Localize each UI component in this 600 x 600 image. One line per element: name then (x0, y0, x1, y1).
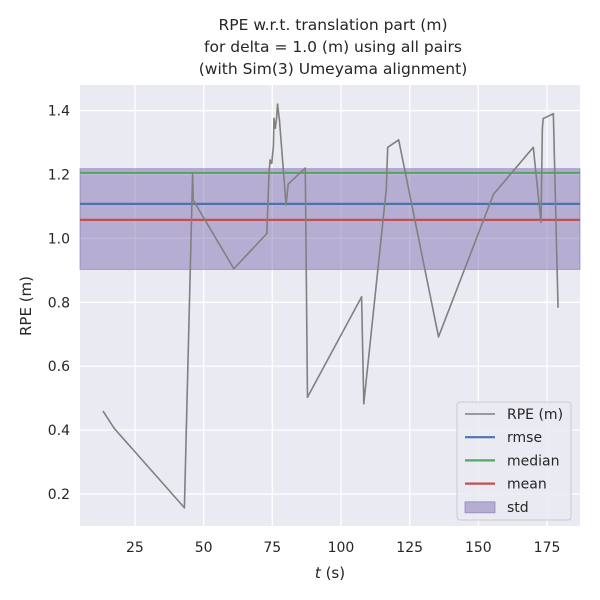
data-point (278, 119, 281, 121)
x-tick-label: 50 (195, 540, 213, 556)
legend-label: std (507, 500, 529, 516)
data-point (269, 159, 271, 161)
statistic-lines (80, 171, 580, 221)
data-point (192, 199, 194, 201)
data-point (397, 139, 400, 141)
data-point (360, 296, 363, 298)
x-tick-label: 125 (396, 540, 423, 556)
data-point (532, 146, 535, 149)
x-tick-label: 75 (263, 540, 281, 556)
y-tick-label: 0.8 (48, 295, 70, 311)
data-point (102, 410, 105, 413)
legend-frame (456, 401, 572, 521)
data-point (540, 221, 542, 224)
legend-label: mean (507, 477, 547, 493)
data-point (304, 167, 307, 169)
data-point (541, 127, 544, 129)
chart-title-line-1: RPE w.r.t. translation part (m) (218, 16, 447, 34)
data-point (272, 144, 275, 147)
data-point (266, 232, 268, 235)
y-tick-label: 0.4 (48, 423, 70, 439)
data-point (233, 267, 235, 270)
x-tick-label: 25 (126, 540, 144, 556)
data-point (276, 103, 279, 105)
data-point (268, 172, 270, 174)
data-point (270, 162, 273, 165)
data-point (557, 306, 559, 308)
x-tick-label: 175 (534, 540, 561, 556)
data-point (552, 112, 555, 115)
x-axis-label: t (s) (315, 564, 345, 582)
data-point (362, 402, 365, 405)
data-point (385, 188, 388, 190)
data-point (273, 117, 275, 120)
data-point (386, 146, 389, 149)
legend-label: median (507, 453, 559, 469)
data-point (183, 506, 186, 509)
data-point (492, 193, 495, 196)
y-tick-label: 1.0 (48, 231, 70, 247)
data-point (437, 336, 440, 338)
data-point (113, 427, 116, 430)
y-tick-label: 0.6 (48, 359, 70, 375)
data-point (275, 116, 278, 118)
y-tick-label: 1.4 (48, 104, 70, 120)
data-point (191, 172, 194, 174)
data-point (285, 204, 287, 206)
legend-swatch (464, 501, 496, 514)
data-point (274, 127, 277, 129)
y-axis-label: RPE (m) (17, 276, 35, 336)
chart-title-line-2: for delta = 1.0 (m) using all pairs (204, 38, 462, 56)
chart-title-line-3: (with Sim(3) Umeyama alignment) (199, 60, 468, 78)
y-tick-labels: 0.2 0.4 0.6 0.8 1.0 1.2 1.4 (48, 104, 70, 503)
series-layer (102, 103, 559, 509)
legend-label: RPE (m) (507, 407, 563, 423)
legend-label: rmse (507, 430, 542, 446)
data-point (306, 396, 309, 399)
y-tick-label: 0.2 (48, 487, 70, 503)
y-tick-label: 1.2 (48, 167, 70, 183)
legend: RPE (m) rmse median mean std (456, 401, 572, 521)
data-point (542, 117, 544, 120)
x-tick-labels: 25 50 75 100 125 150 175 (126, 540, 560, 556)
data-point (287, 183, 290, 185)
x-tick-label: 100 (328, 540, 355, 556)
x-tick-label: 150 (465, 540, 492, 556)
